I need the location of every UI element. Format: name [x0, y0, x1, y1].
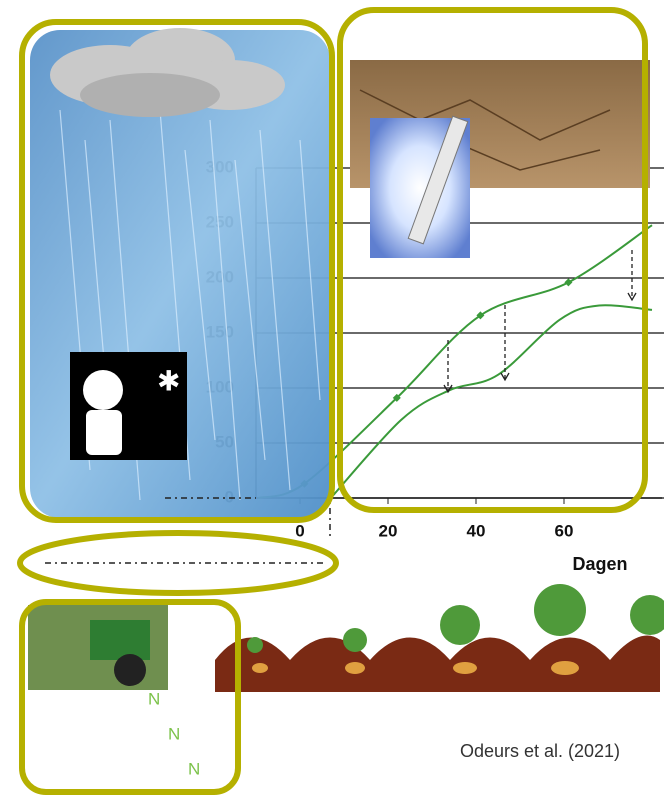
fertilizer-label: N: [168, 724, 180, 743]
marker: [392, 393, 401, 402]
highlight-frames: [17, 7, 648, 795]
fertilizer-label: N: [188, 759, 200, 778]
plant-row: [215, 584, 664, 692]
arrow-head: [627, 292, 637, 302]
x-axis-label: Dagen: [572, 554, 627, 574]
x-tick-label: 60: [555, 521, 574, 540]
rain-panel: ✱: [30, 28, 330, 518]
series-line: [330, 304, 653, 499]
citation: Odeurs et al. (2021): [460, 741, 620, 761]
svg-text:✱: ✱: [157, 365, 180, 396]
fertilizer-label: N: [148, 689, 160, 708]
drought-panel: [350, 60, 650, 258]
fertilizer-marks: NNN: [148, 689, 200, 778]
x-tick-label: 40: [467, 521, 486, 540]
marker: [564, 278, 573, 287]
x-tick-label: 20: [379, 521, 398, 540]
marker: [476, 311, 485, 320]
arrow-head: [443, 384, 453, 394]
planting-panel: [28, 605, 168, 690]
x-tick-label: 0: [295, 521, 304, 540]
arrow-head: [500, 372, 510, 382]
